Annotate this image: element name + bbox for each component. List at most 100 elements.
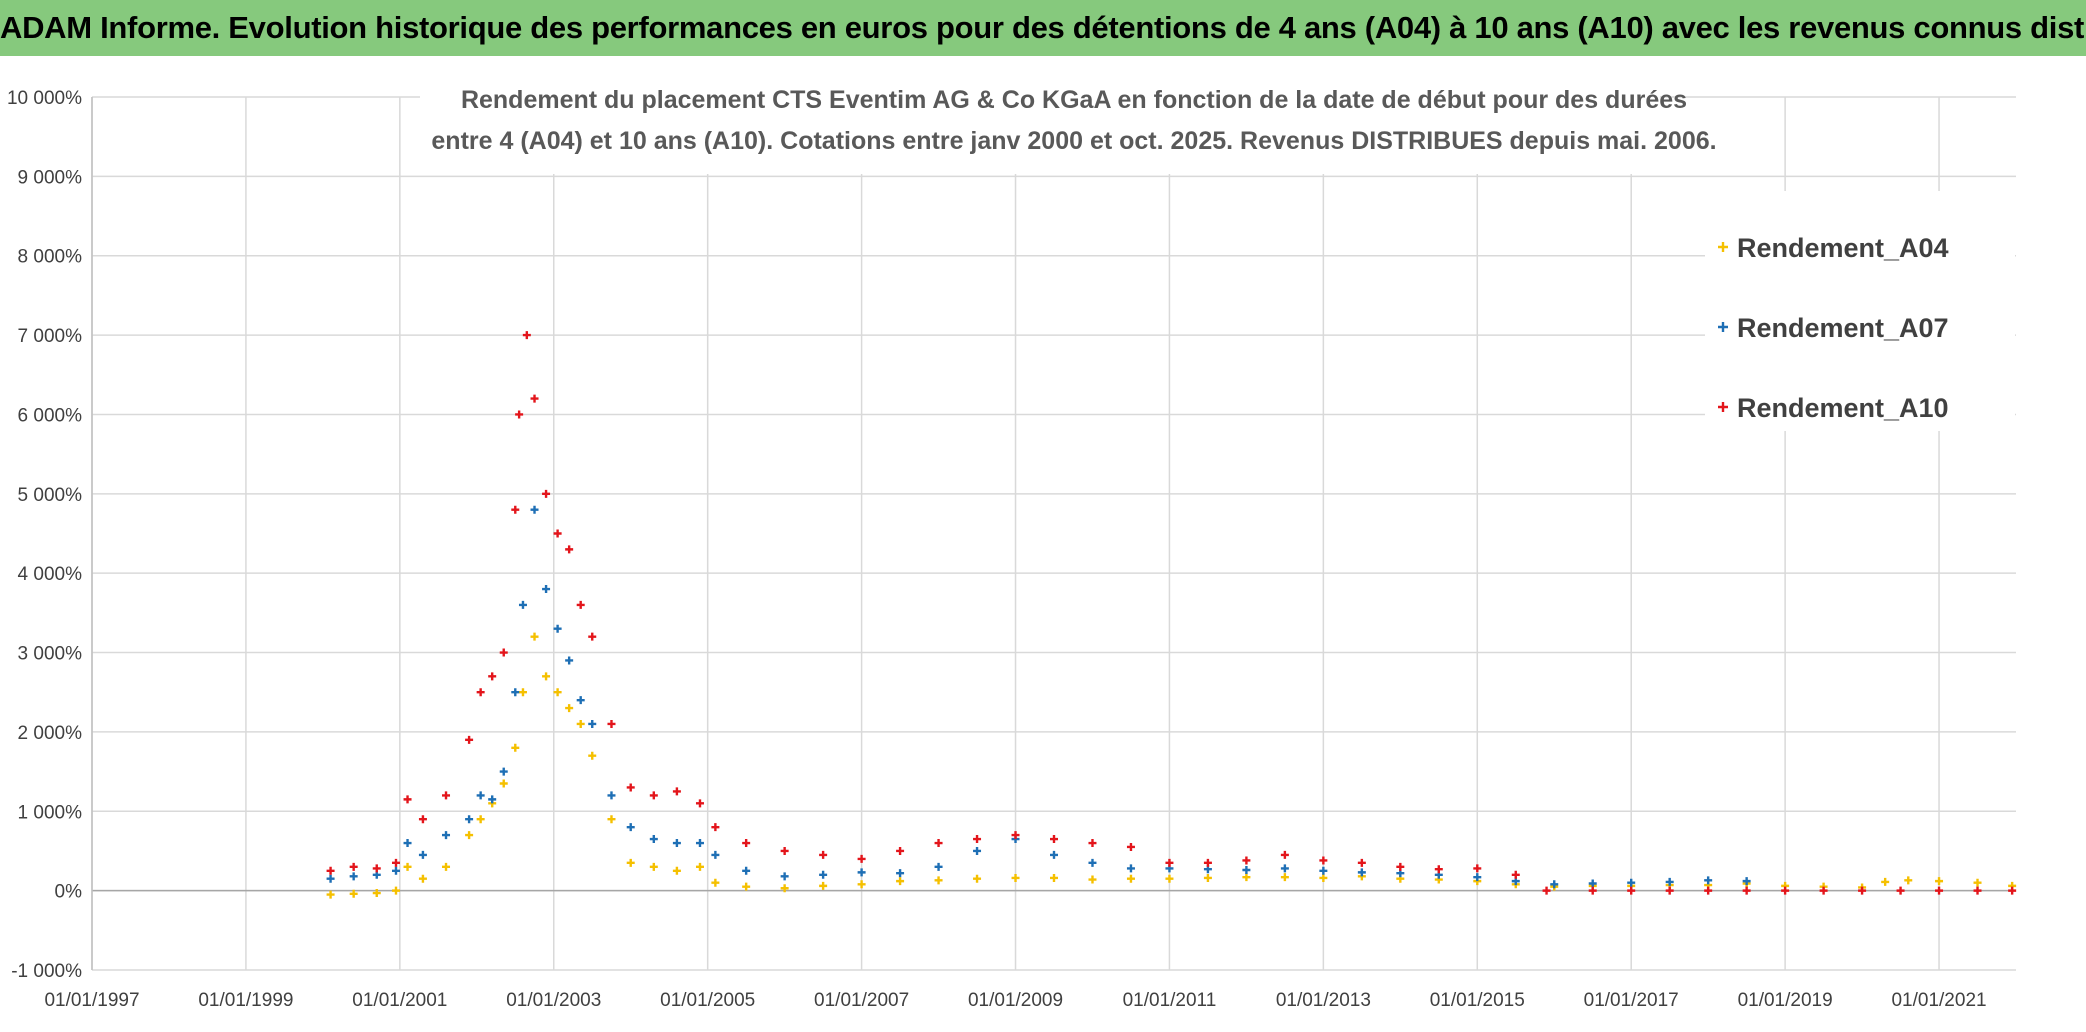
point-rendement-a07	[1742, 877, 1751, 886]
point-rendement-a07	[1357, 868, 1366, 877]
y-tick-label: 10 000%	[7, 88, 82, 109]
point-rendement-a07	[607, 791, 616, 800]
point-rendement-a04	[518, 688, 527, 697]
legend-background	[1705, 191, 2015, 431]
point-rendement-a04	[1165, 874, 1174, 883]
point-rendement-a07	[973, 846, 982, 855]
point-rendement-a10	[576, 600, 585, 609]
point-rendement-a10	[349, 862, 358, 871]
chart-title-line: Rendement du placement CTS Eventim AG & …	[461, 86, 1687, 114]
point-rendement-a04	[565, 704, 574, 713]
point-rendement-a04	[553, 688, 562, 697]
y-tick-label: 2 000%	[18, 723, 83, 744]
point-rendement-a07	[1550, 880, 1559, 889]
point-rendement-a10	[780, 846, 789, 855]
point-rendement-a07	[465, 815, 474, 824]
chart-title-line: entre 4 (A04) et 10 ans (A10). Cotations…	[431, 127, 1716, 155]
point-rendement-a04	[542, 672, 551, 681]
point-rendement-a04	[1973, 878, 1982, 887]
point-rendement-a10	[1434, 865, 1443, 874]
point-rendement-a10	[1819, 886, 1828, 895]
point-rendement-a07	[649, 835, 658, 844]
point-rendement-a10	[742, 839, 751, 848]
point-rendement-a07	[576, 696, 585, 705]
y-tick-label: 1 000%	[18, 802, 83, 823]
point-rendement-a10	[1704, 886, 1713, 895]
point-rendement-a07	[711, 850, 720, 859]
point-rendement-a10	[973, 835, 982, 844]
point-rendement-a04	[1935, 877, 1944, 886]
point-rendement-a04	[1050, 873, 1058, 882]
point-rendement-a10	[530, 394, 539, 403]
point-rendement-a04	[695, 862, 704, 871]
point-rendement-a04	[934, 876, 943, 885]
point-rendement-a04	[973, 874, 982, 883]
x-tick-label: 01/01/2003	[506, 990, 601, 1011]
point-rendement-a10	[2008, 886, 2017, 895]
point-rendement-a10	[372, 864, 381, 873]
point-rendement-a10	[1011, 831, 1020, 840]
point-rendement-a10	[1203, 858, 1212, 867]
point-rendement-a07	[742, 866, 751, 875]
point-rendement-a04	[1011, 873, 1020, 882]
point-rendement-a04	[442, 862, 451, 871]
point-rendement-a07	[1319, 866, 1328, 875]
x-tick-label: 01/01/1997	[44, 990, 139, 1011]
point-rendement-a07	[1473, 873, 1482, 882]
point-rendement-a07	[1665, 877, 1674, 886]
chart-title-background	[420, 74, 1660, 174]
legend-label: Rendement_A10	[1737, 393, 1949, 423]
point-rendement-a10	[896, 846, 905, 855]
point-rendement-a10	[934, 839, 943, 848]
legend: Rendement_A04 Rendement_A07 Rendement_A10	[1705, 191, 2015, 431]
point-rendement-a07	[476, 791, 485, 800]
point-rendement-a10	[1319, 856, 1328, 865]
point-rendement-a04	[649, 862, 658, 871]
point-rendement-a10	[1126, 842, 1135, 851]
point-rendement-a10	[522, 331, 531, 340]
point-rendement-a04	[742, 882, 751, 891]
point-rendement-a04	[1904, 876, 1913, 885]
point-rendement-a04	[530, 632, 539, 641]
point-rendement-a10	[1280, 850, 1289, 859]
scatter-chart: -1 000% 0% 1 000% 2 000% 3 000% 4 000% 5 000% 6…	[7, 74, 2017, 1011]
point-rendement-a04	[857, 880, 866, 889]
point-rendement-a07	[588, 719, 597, 728]
point-rendement-a07	[403, 839, 412, 848]
point-rendement-a07	[391, 866, 400, 875]
point-rendement-a10	[607, 719, 616, 728]
chart-title: Rendement du placement CTS Eventim AG & …	[420, 74, 1717, 174]
point-rendement-a10	[1627, 886, 1636, 895]
point-rendement-a07	[857, 868, 866, 877]
point-rendement-a04	[372, 889, 381, 898]
point-rendement-a10	[1588, 886, 1597, 895]
point-rendement-a10	[695, 799, 704, 808]
point-rendement-a07	[672, 839, 681, 848]
point-rendement-a10	[1050, 835, 1058, 844]
point-rendement-a04	[711, 878, 720, 887]
point-rendement-a10	[465, 735, 474, 744]
legend-label: Rendement_A04	[1737, 233, 1949, 263]
y-tick-label: 7 000%	[18, 326, 83, 347]
banner-title: ADAM Informe. Evolution historique des p…	[0, 0, 2086, 56]
point-rendement-a04	[626, 858, 635, 867]
point-rendement-a07	[780, 872, 789, 881]
point-rendement-a10	[326, 866, 335, 875]
x-tick-label: 01/01/2017	[1584, 990, 1679, 1011]
point-rendement-a10	[1473, 864, 1482, 873]
point-rendement-a04	[1126, 874, 1135, 883]
point-rendement-a10	[626, 783, 635, 792]
point-rendement-a07	[1627, 878, 1636, 887]
point-rendement-a04	[465, 831, 474, 840]
y-tick-label: 5 000%	[18, 485, 83, 506]
point-rendement-a04	[349, 889, 358, 898]
point-rendement-a10	[565, 545, 574, 554]
point-rendement-a04	[499, 779, 508, 788]
point-rendement-a07	[626, 823, 635, 832]
point-rendement-a10	[418, 815, 427, 824]
point-rendement-a10	[1973, 886, 1982, 895]
x-tick-label: 01/01/2019	[1738, 990, 1833, 1011]
point-rendement-a10	[1357, 858, 1366, 867]
point-rendement-a10	[542, 489, 551, 498]
